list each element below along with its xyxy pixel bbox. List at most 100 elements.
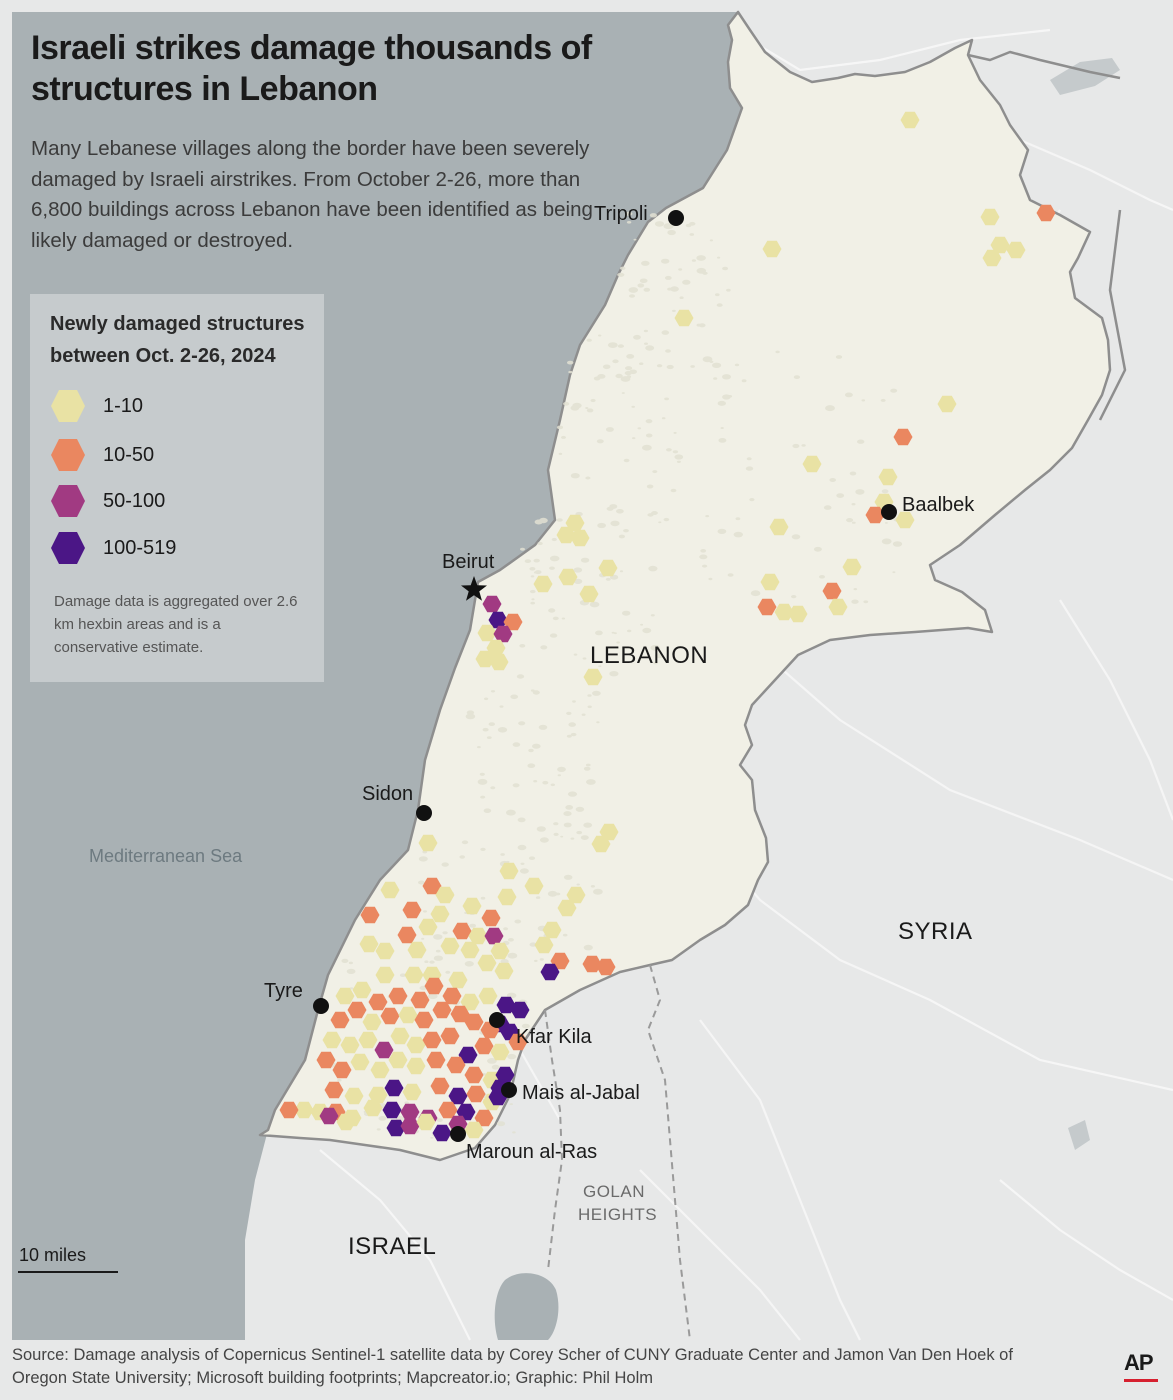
hexbin — [937, 395, 957, 413]
building-speck — [500, 959, 509, 964]
building-speck — [445, 970, 451, 974]
building-speck — [702, 356, 713, 363]
building-speck — [663, 517, 670, 522]
building-speck — [844, 392, 853, 398]
lebanon-land — [258, 10, 1112, 1162]
building-speck — [884, 522, 888, 524]
hexbin — [375, 942, 395, 960]
scale-label: 10 miles — [19, 1245, 87, 1265]
building-speck — [433, 955, 443, 961]
building-speck — [699, 554, 708, 560]
hexbin — [335, 987, 355, 1005]
building-speck — [791, 534, 801, 540]
building-speck — [881, 538, 892, 545]
hexbin — [478, 987, 498, 1005]
building-speck — [557, 774, 561, 777]
label-tripoli: Tripoli — [594, 203, 648, 225]
building-speck — [625, 366, 633, 371]
building-speck — [469, 923, 476, 928]
building-speck — [556, 518, 563, 522]
building-speck — [593, 888, 603, 895]
hexbin — [895, 511, 915, 529]
building-speck — [851, 599, 859, 604]
ap-logo: AP — [1124, 1350, 1154, 1375]
building-speck — [512, 1131, 516, 1134]
mais-al-jabal-marker — [501, 1082, 517, 1098]
building-speck — [647, 513, 654, 517]
building-speck — [645, 433, 653, 438]
tyre-marker — [313, 998, 329, 1014]
building-speck — [436, 1118, 443, 1122]
building-speck — [670, 286, 679, 292]
building-speck — [610, 520, 620, 527]
building-speck — [583, 766, 591, 771]
hexbin — [542, 921, 562, 939]
building-speck — [477, 746, 481, 749]
building-speck — [558, 452, 563, 455]
building-speck — [503, 927, 509, 931]
hexbin — [510, 1001, 530, 1019]
building-speck — [424, 960, 429, 963]
hexbin — [382, 1101, 402, 1119]
hexbin — [352, 981, 372, 999]
building-speck — [419, 985, 427, 991]
building-speck — [341, 958, 349, 964]
label-lebanon: LEBANON — [590, 642, 709, 669]
hexbin — [400, 1103, 420, 1121]
building-speck — [667, 287, 672, 291]
building-speck — [652, 470, 658, 474]
building-speck — [664, 275, 672, 280]
building-speck — [567, 360, 574, 365]
hexbin — [418, 834, 438, 852]
building-speck — [465, 713, 476, 720]
building-speck — [540, 645, 548, 650]
building-speck — [590, 398, 596, 403]
hexbin — [386, 1119, 406, 1137]
building-speck — [619, 570, 624, 573]
building-speck — [639, 278, 648, 284]
building-speck — [532, 690, 540, 695]
hexbin — [358, 1031, 378, 1049]
building-speck — [586, 408, 594, 413]
golan-line-1: GOLAN — [582, 1182, 646, 1201]
building-speck — [700, 549, 707, 553]
building-speck — [598, 665, 602, 668]
building-speck — [745, 466, 754, 471]
building-speck — [435, 949, 441, 953]
hexbin — [503, 613, 523, 631]
hexbin — [402, 1083, 422, 1101]
building-speck — [529, 942, 537, 947]
building-speck — [633, 238, 637, 241]
hexbin — [477, 954, 497, 972]
label-maroun-al-ras: Maroun al-Ras — [466, 1141, 598, 1163]
building-speck — [792, 443, 800, 449]
hexbin — [430, 905, 450, 923]
hexbin — [464, 1013, 484, 1031]
building-speck — [775, 350, 780, 354]
building-speck — [627, 629, 632, 633]
building-speck — [565, 805, 574, 810]
hexbin — [760, 573, 780, 591]
building-speck — [849, 471, 857, 476]
building-speck — [480, 795, 486, 799]
building-speck — [553, 822, 559, 826]
building-speck — [488, 722, 495, 726]
hexbin — [900, 111, 920, 129]
building-speck — [727, 573, 734, 577]
building-speck — [640, 623, 644, 626]
building-speck — [720, 427, 724, 429]
building-speck — [510, 694, 519, 700]
hexbin — [340, 1036, 360, 1054]
hexbin — [438, 1101, 458, 1119]
legend: Newly damaged structures between Oct. 2-… — [30, 294, 324, 682]
building-speck — [573, 567, 583, 573]
city-markers — [313, 210, 897, 1142]
building-speck — [487, 1058, 497, 1064]
building-speck — [853, 588, 858, 591]
building-speck — [535, 896, 541, 899]
building-speck — [582, 657, 587, 660]
building-speck — [490, 690, 496, 693]
building-speck — [519, 644, 526, 648]
building-speck — [512, 742, 521, 747]
building-speck — [623, 529, 629, 533]
